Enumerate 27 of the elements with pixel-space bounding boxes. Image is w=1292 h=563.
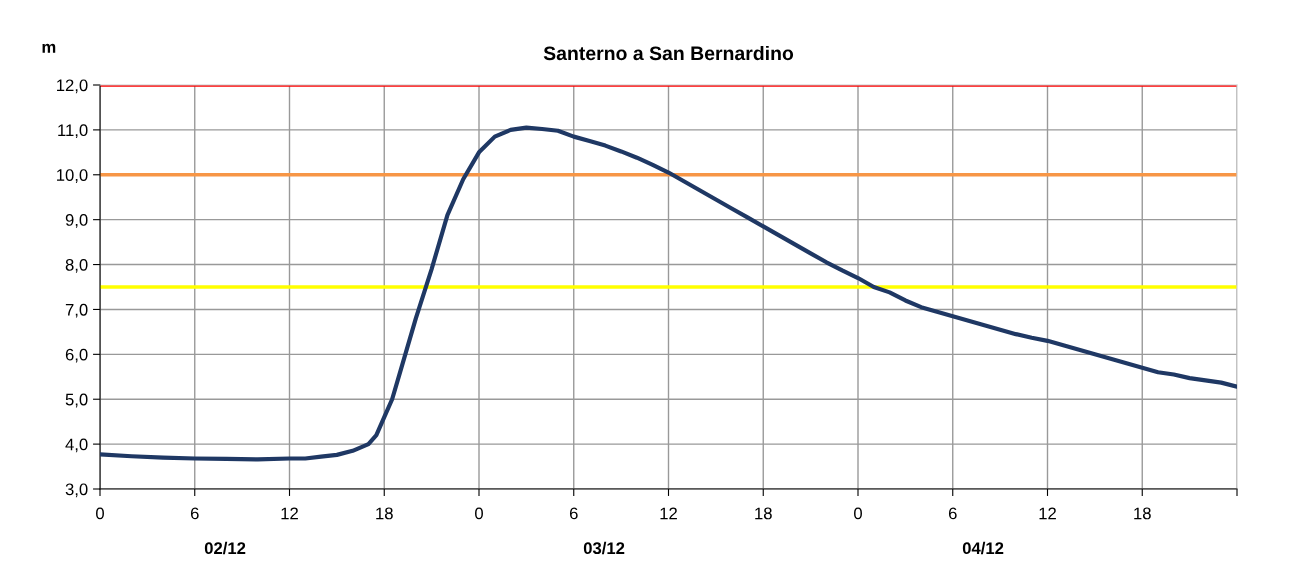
y-tick-label: 3,0 bbox=[65, 483, 88, 498]
chart-title: Santerno a San Bernardino bbox=[543, 45, 794, 61]
x-tick-label: 18 bbox=[1134, 507, 1151, 520]
y-tick-label: 4,0 bbox=[65, 438, 88, 453]
y-tick-label: 7,0 bbox=[65, 303, 88, 318]
x-tick-label: 6 bbox=[948, 507, 957, 520]
x-tick-label: 18 bbox=[376, 507, 393, 520]
x-tick-label: 18 bbox=[755, 507, 772, 520]
text: 04/12 bbox=[962, 541, 1004, 555]
x-tick-label: 0 bbox=[475, 507, 483, 520]
y-axis-title: m bbox=[42, 43, 56, 53]
y-tick-label: 5,0 bbox=[65, 393, 88, 408]
y-tick-label: 11,0 bbox=[58, 124, 88, 139]
x-tick-label: 6 bbox=[569, 507, 578, 520]
x-tick-label: 12 bbox=[281, 507, 298, 520]
x-tick-label: 0 bbox=[96, 507, 104, 520]
text: 03/12 bbox=[583, 541, 625, 555]
x-tick-label: 12 bbox=[660, 507, 677, 520]
x-tick-label: 12 bbox=[1039, 507, 1056, 520]
y-tick-label: 12,0 bbox=[57, 79, 88, 94]
y-tick-label: 10,0 bbox=[57, 169, 88, 183]
y-tick-label: 9,0 bbox=[65, 214, 88, 228]
y-tick-label: 8,0 bbox=[65, 258, 88, 273]
x-tick-label: 6 bbox=[190, 507, 199, 520]
y-tick-label: 6,0 bbox=[65, 348, 88, 363]
text: 02/12 bbox=[204, 541, 246, 555]
x-tick-label: 0 bbox=[854, 507, 862, 520]
